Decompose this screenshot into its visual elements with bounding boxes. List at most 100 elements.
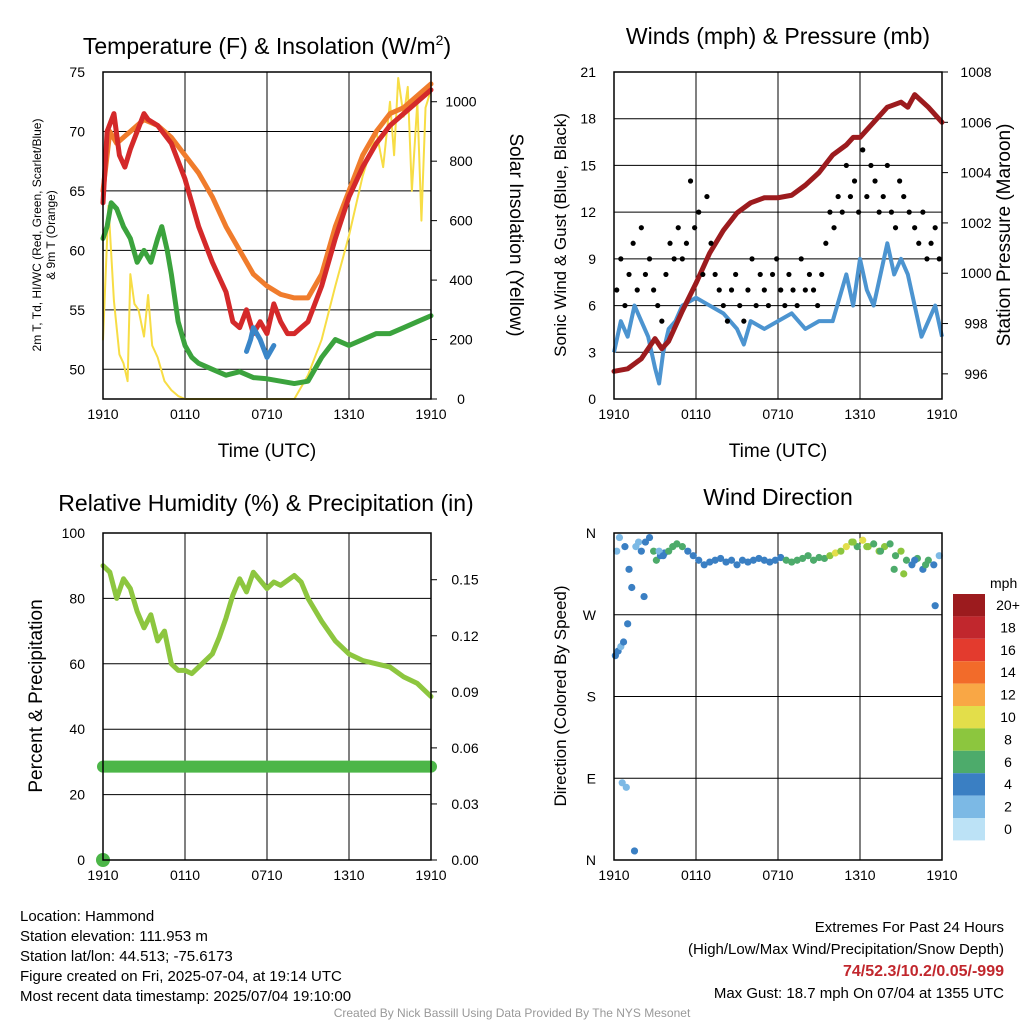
gust-point <box>876 209 882 215</box>
station-info: Location: Hammond Station elevation: 111… <box>20 907 351 1007</box>
temperature-left-axis-line-2: & 9m T (Orange) <box>44 190 58 280</box>
direction-point <box>624 620 632 628</box>
speed-legend: mph 20+ 18 16 14 12 10 8 6 4 2 0 <box>953 575 1020 841</box>
gust-point <box>687 178 694 184</box>
x-tick-label: 0110 <box>681 867 711 883</box>
direction-point <box>727 556 736 564</box>
gust-point <box>642 271 649 278</box>
station-latlon: Station lat/lon: 44.513; -75.6173 <box>20 948 233 965</box>
gust-point <box>798 256 804 262</box>
y2-tick-label: 400 <box>449 272 473 288</box>
direction-point <box>799 554 807 563</box>
gust-point <box>659 318 665 324</box>
plot-border-1 <box>102 71 432 400</box>
gust-point <box>728 287 735 293</box>
direction-point <box>678 543 686 551</box>
gust-point <box>618 256 624 262</box>
gust-point <box>806 271 813 278</box>
direction-point <box>891 552 900 560</box>
gust-point <box>778 287 784 293</box>
direction-point <box>749 556 758 564</box>
y-tick-label: N <box>586 525 596 541</box>
legend-label: 16 <box>1000 642 1016 658</box>
direction-point <box>613 547 621 555</box>
direction-point <box>738 556 747 564</box>
gust-point <box>671 256 677 262</box>
y-tick-label: 75 <box>69 64 85 80</box>
legend-swatch <box>953 795 985 818</box>
direction-point <box>837 547 845 555</box>
y-tick-label: 18 <box>580 111 596 127</box>
direction-point <box>711 556 719 564</box>
gust-point <box>700 271 706 278</box>
gust-point <box>892 225 899 231</box>
gust-point <box>928 240 934 246</box>
direction-point <box>911 556 919 564</box>
y-tick-label: 21 <box>580 64 596 80</box>
x-tick-label: 1910 <box>415 867 446 883</box>
gust-point <box>638 225 644 231</box>
direction-point <box>788 558 796 566</box>
direction-point <box>650 547 658 555</box>
legend-swatch <box>953 728 985 751</box>
gust-point <box>851 178 858 184</box>
series-line-2 <box>100 200 434 387</box>
gust-point <box>936 256 942 262</box>
temperature-left-axis-line-1: 2m T, Td, HI/WC (Red, Green, Scarlet/Blu… <box>30 119 44 352</box>
direction-point <box>777 553 785 562</box>
plot-border-2 <box>613 71 943 400</box>
gust-point <box>810 287 817 293</box>
direction-point <box>842 543 850 551</box>
direction-point <box>815 553 823 562</box>
gust-point <box>663 271 669 278</box>
direction-point <box>673 540 681 548</box>
y2-tick-label: 0.06 <box>451 740 478 756</box>
direction-point <box>615 533 624 542</box>
winds-panel: Winds (mph) & Pressure (mb) Sonic Wind &… <box>551 23 1015 462</box>
gust-point <box>860 147 866 153</box>
gust-point <box>920 209 926 215</box>
direction-point <box>870 540 878 548</box>
y2-tick-label: 1006 <box>960 114 991 130</box>
x-tick-label: 1910 <box>87 867 118 883</box>
y2-tick-label: 0.12 <box>451 628 478 644</box>
legend-label: 14 <box>1000 664 1016 680</box>
legend-label: 2 <box>1004 799 1012 815</box>
temperature-title: Temperature (F) & Insolation (W/m2) <box>83 32 451 59</box>
direction-point <box>782 556 790 564</box>
plot-border-3 <box>102 532 432 861</box>
x-tick-label: 1910 <box>926 406 957 422</box>
y-tick-label: 12 <box>580 204 596 220</box>
gust-point <box>720 302 726 309</box>
gust-point <box>634 287 640 293</box>
credit-line: Created By Nick Bassill Using Data Provi… <box>333 1006 691 1020</box>
gust-point <box>741 318 747 324</box>
y2-tick-label: 800 <box>449 153 473 169</box>
legend-label: 18 <box>1000 619 1016 635</box>
legend-swatch <box>953 818 985 841</box>
gust-point <box>724 318 731 324</box>
x-tick-label: 0110 <box>170 406 200 422</box>
temperature-right-axis-title: Solar Insolation (Yellow) <box>505 133 526 336</box>
gust-point <box>864 193 870 200</box>
gust-point <box>708 240 714 246</box>
legend-swatch <box>953 706 985 729</box>
x-tick-label: 1310 <box>333 406 364 422</box>
rh-line <box>100 563 434 699</box>
x-tick-label: 0110 <box>681 406 711 422</box>
direction-point <box>695 556 703 564</box>
direction-point <box>755 554 763 563</box>
y-tick-label: N <box>586 852 596 868</box>
direction-point <box>876 547 885 555</box>
y-tick-label: 100 <box>62 525 86 541</box>
gust-point <box>831 225 837 231</box>
humidity-left-axis-title: Percent & Precipitation <box>26 599 47 792</box>
gust-point <box>692 225 698 231</box>
y-tick-label: 55 <box>69 302 85 318</box>
gust-point <box>819 271 825 278</box>
winds-left-axis-title: Sonic Wind & Gust (Blue, Black) <box>551 113 570 357</box>
x-tick-label: 1910 <box>415 406 446 422</box>
legend-label: 20+ <box>996 597 1020 613</box>
gust-point <box>679 256 685 262</box>
gust-point <box>753 302 759 309</box>
